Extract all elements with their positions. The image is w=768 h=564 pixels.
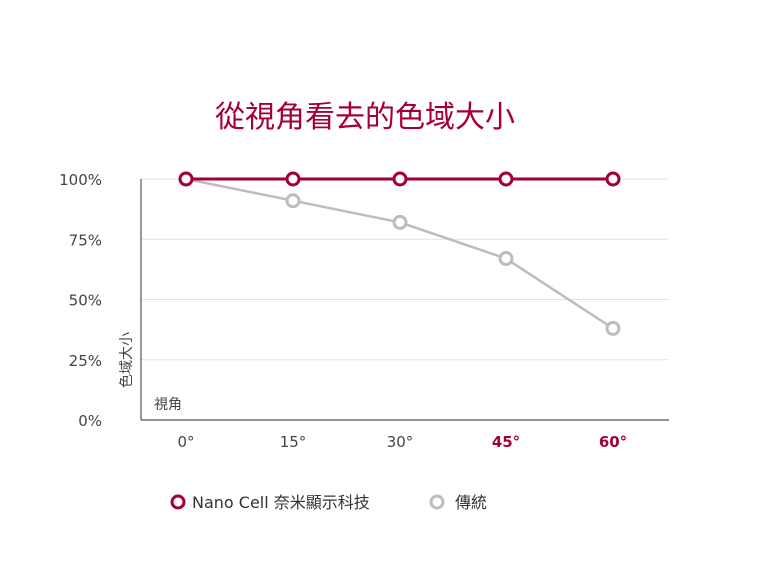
- legend-marker: [170, 494, 186, 510]
- x-tick-label: 30°: [387, 433, 414, 451]
- x-tick-label: 0°: [177, 433, 194, 451]
- y-axis-label: 色域大小: [118, 332, 135, 388]
- axis-layer: 0% 25% 50% 75% 100% 0° 15° 30° 45° 60°: [59, 171, 669, 451]
- x-axis-label: 視角: [154, 397, 182, 413]
- data-point: [392, 171, 408, 187]
- data-point: [498, 251, 514, 267]
- y-tick-label: 25%: [69, 352, 102, 370]
- y-tick-label: 0%: [78, 412, 102, 430]
- data-point: [178, 171, 194, 187]
- x-tick-label: 60°: [599, 433, 627, 451]
- legend-label: Nano Cell 奈米顯示科技: [192, 493, 370, 512]
- x-tick-label: 45°: [492, 433, 520, 451]
- data-point: [392, 214, 408, 230]
- x-tick-label: 15°: [280, 433, 307, 451]
- data-point: [605, 171, 621, 187]
- chart-title: 從視角看去的色域大小: [215, 100, 515, 135]
- data-point: [605, 320, 621, 336]
- legend-label: 傳統: [455, 493, 487, 512]
- data-point: [285, 193, 301, 209]
- y-tick-label: 100%: [59, 171, 102, 189]
- series-line: [185, 177, 614, 330]
- y-tick-label: 75%: [69, 231, 102, 249]
- legend-marker: [429, 494, 445, 510]
- grid-layer: [141, 178, 669, 361]
- legend: Nano Cell 奈米顯示科技 傳統: [170, 493, 487, 512]
- y-tick-label: 50%: [69, 292, 102, 310]
- data-point: [285, 171, 301, 187]
- series-layer: [178, 171, 621, 336]
- data-point: [498, 171, 514, 187]
